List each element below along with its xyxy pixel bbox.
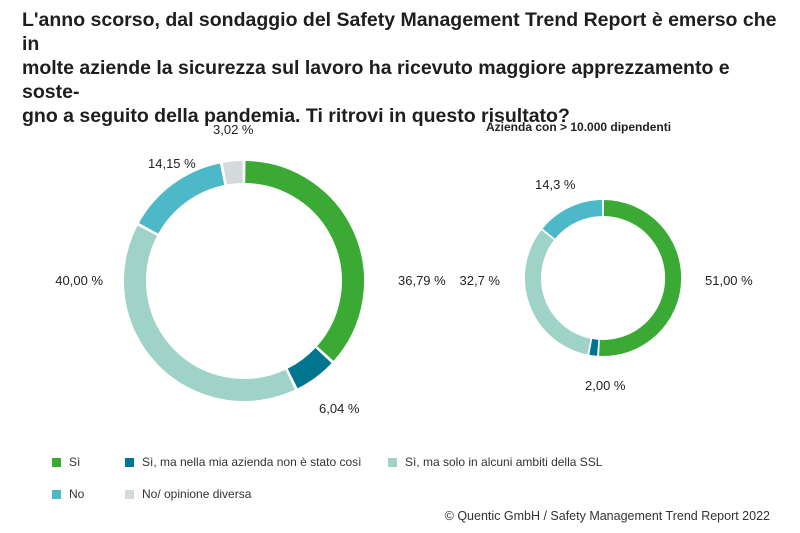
- legend-label-si-ma-non: Sì, ma nella mia azienda non è stato cos…: [142, 455, 362, 469]
- donut-1-label-4: 14,15 %: [148, 156, 196, 171]
- legend-label-si-alcuni: Sì, ma solo in alcuni ambiti della SSL: [405, 455, 603, 469]
- donut-1-slice-5: [222, 161, 243, 185]
- donut-2-label-4: 14,3 %: [535, 177, 576, 192]
- donut-2-slice-3: [525, 230, 591, 355]
- legend-swatch-no: [52, 489, 61, 499]
- legend-item-no: No: [52, 487, 84, 501]
- donut-2-slice-4: [542, 200, 603, 240]
- donut-1-slice-3: [124, 225, 295, 401]
- donut-1-label-5: 3,02 %: [213, 122, 254, 137]
- donut-1-slice-2: [287, 347, 332, 389]
- donut-1-label-1: 36,79 %: [398, 273, 446, 288]
- title-line-2: molte aziende la sicurezza sul lavoro ha…: [22, 57, 730, 103]
- donut-1-slice-4: [138, 163, 225, 234]
- legend-item-si-ma-non: Sì, ma nella mia azienda non è stato cos…: [125, 455, 361, 469]
- legend-label-no: No: [69, 487, 85, 501]
- legend-item-no-opinione: No/ opinione diversa: [125, 487, 251, 501]
- donut-2-title: Azienda con > 10.000 dipendenti: [486, 120, 671, 134]
- donut-2-label-2: 2,00 %: [585, 378, 626, 393]
- legend-item-si: Sì: [52, 455, 80, 469]
- donut-1-label-3: 40,00 %: [55, 273, 103, 288]
- donut-1-label-2: 6,04 %: [319, 401, 360, 416]
- chart-title: L'anno scorso, dal sondaggio del Safety …: [22, 8, 792, 128]
- legend-swatch-si-ma-non: [125, 457, 134, 467]
- donut-1-slice-1: [245, 161, 364, 361]
- donut-2-slice-1: [599, 200, 682, 356]
- legend-item-si-alcuni: Sì, ma solo in alcuni ambiti della SSL: [388, 455, 602, 469]
- legend-swatch-no-opinione: [125, 489, 134, 499]
- donut-2-label-1: 51,00 %: [705, 273, 753, 288]
- legend-swatch-si-alcuni: [388, 457, 397, 467]
- legend-label-si: Sì: [69, 455, 81, 469]
- donut-2-slice-2: [589, 339, 599, 356]
- donut-2-label-3: 32,7 %: [460, 273, 501, 288]
- copyright-credit: © Quentic GmbH / Safety Management Trend…: [444, 509, 770, 523]
- legend-swatch-si: [52, 457, 61, 467]
- title-line-3: gno a seguito della pandemia. Ti ritrovi…: [22, 105, 570, 127]
- title-line-1: L'anno scorso, dal sondaggio del Safety …: [22, 9, 777, 55]
- legend-label-no-opinione: No/ opinione diversa: [142, 487, 252, 501]
